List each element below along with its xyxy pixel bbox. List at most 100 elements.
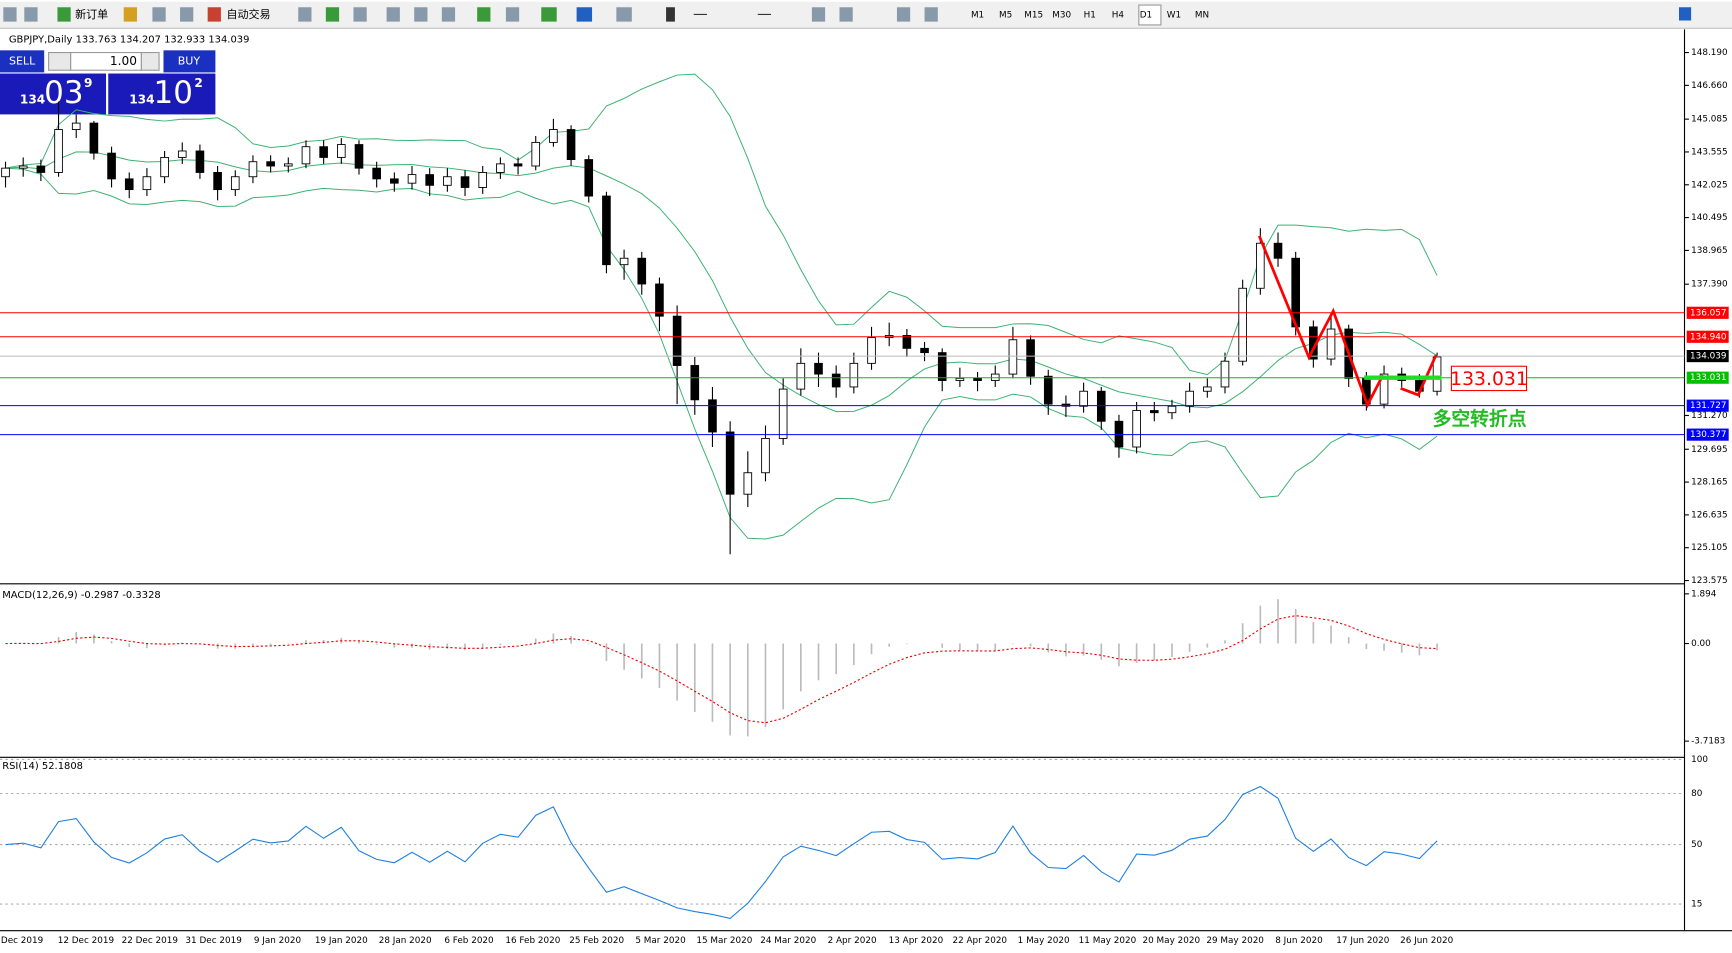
candle-body [1167,405,1177,414]
timeframe-button[interactable]: M30 [1052,10,1071,20]
candle-body [849,362,859,388]
lot-input[interactable]: 1.00 [110,54,137,68]
candle-body [867,337,876,364]
timeframe-button[interactable]: M1 [971,10,984,20]
buy-price-big: 10 [154,75,193,111]
x-tick-label: 17 Jun 2020 [1336,936,1389,946]
candle-body [902,335,912,349]
y-tick-label: 128.165 [1691,478,1728,488]
x-tick-label: Dec 2019 [1,936,43,946]
y-tick-label: 137.390 [1691,280,1728,290]
price-label-box [1686,330,1729,343]
y-tick-label: 15 [1691,900,1702,910]
timeframe-button[interactable]: H4 [1112,10,1125,20]
candle-body [761,437,770,474]
candle-body [725,431,735,495]
price-label-box [1686,350,1729,363]
y-tick-label: 100 [1691,755,1708,765]
candle-body [1008,339,1018,375]
x-tick-label: 13 Apr 2020 [889,936,944,946]
toolbar-button[interactable]: 自动交易 [226,7,270,21]
candle-body [1220,360,1230,388]
candle-body [266,161,275,167]
candle-body [1096,390,1106,422]
y-tick-label: 146.660 [1691,81,1728,91]
timeframe-button[interactable]: H1 [1084,10,1096,20]
timeframe-button[interactable]: M5 [999,10,1012,20]
price-label: 133.031 [1690,373,1727,383]
candle-body [230,176,240,191]
candle-body [831,373,841,388]
candle-body [1273,242,1283,259]
candle-body [937,352,947,381]
candle-body [920,347,929,354]
macd-signal [5,615,1438,724]
sell-price-big: 03 [44,75,83,111]
price-label: 136.057 [1690,308,1727,318]
candle-body [407,174,417,184]
x-tick-label: 16 Feb 2020 [505,936,560,946]
x-tick-label: 2 Apr 2020 [828,936,877,946]
candle-body [124,178,134,191]
candle-body [1432,356,1442,392]
candle-body [1379,373,1389,405]
candle-body [955,377,965,381]
x-tick-label: 19 Jan 2020 [315,936,368,946]
sell-button[interactable]: SELL [9,54,36,67]
x-tick-label: 31 Dec 2019 [185,936,241,946]
candle-body [637,257,647,285]
y-tick-label: -3.7183 [1691,737,1725,747]
candle-body [778,388,788,439]
candle-body [1203,386,1212,392]
candle-body [460,176,470,188]
candle-body [390,178,399,184]
x-tick-label: 8 Jun 2020 [1275,936,1323,946]
candle-body [195,150,205,173]
candle-body [1185,390,1194,407]
candle-body [177,150,187,158]
price-label: 131.727 [1690,401,1727,411]
candle-body [71,122,81,130]
candle-body [89,122,99,154]
x-tick-label: 9 Jan 2020 [254,936,302,946]
timeframe-button[interactable]: W1 [1167,10,1181,20]
candle-body [743,472,753,495]
chart-title: GBPJPY,Daily 133.763 134.207 132.933 134… [9,34,250,45]
y-tick-label: 138.965 [1691,246,1728,256]
timeframe-button[interactable]: M15 [1024,10,1043,20]
candle-body [142,176,152,191]
candle-body [619,257,629,266]
toolbar-button[interactable]: 新订单 [75,7,108,21]
x-tick-label: 26 Jun 2020 [1400,936,1453,946]
candle-body [1043,375,1053,405]
price-label: 130.377 [1690,430,1727,440]
macd-label: MACD(12,26,9) -0.2987 -0.3328 [2,590,161,601]
y-tick-label: 126.635 [1691,510,1728,520]
candle-body [478,172,488,188]
candle-body [248,161,258,178]
bollinger-band [5,73,1438,376]
y-tick-label: 131.270 [1691,411,1728,421]
y-tick-label: 145.085 [1691,115,1728,125]
x-tick-label: 24 Mar 2020 [760,936,816,946]
candle-body [1026,339,1035,377]
candle-body [602,195,611,266]
candle-body [54,129,63,173]
price-label-box [1686,399,1729,412]
candle-body [425,174,434,186]
timeframe-button[interactable]: D1 [1140,10,1152,20]
x-tick-label: 25 Feb 2020 [569,936,624,946]
annotation: 133.031 [1450,369,1528,390]
bollinger-band [5,167,1438,540]
candle-body [549,129,558,143]
timeframe-button[interactable]: MN [1195,10,1209,20]
x-tick-label: 15 Mar 2020 [696,936,752,946]
buy-button[interactable]: BUY [178,54,201,67]
price-label-box [1686,306,1729,319]
candle-body [283,163,293,167]
candle-body [36,165,46,173]
annotation-box [1450,365,1528,392]
y-tick-label: 140.495 [1691,213,1728,223]
bollinger-band [5,151,1438,413]
